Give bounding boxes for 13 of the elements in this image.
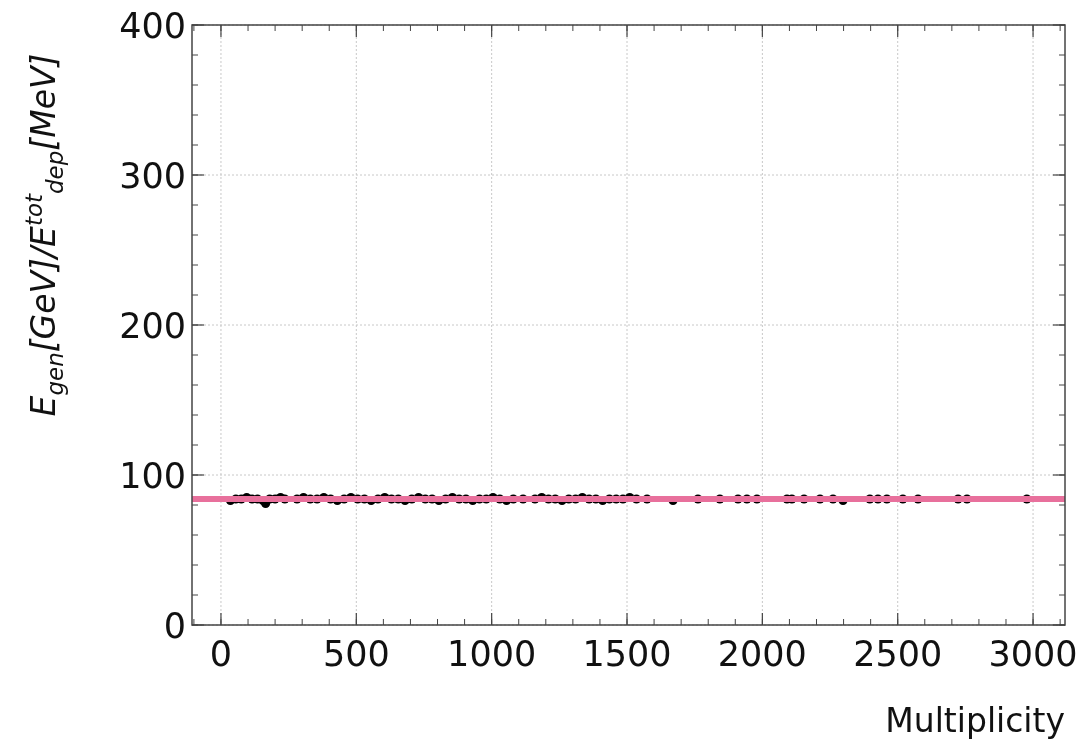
y-tick-label: 200 xyxy=(119,305,186,346)
y-tick-label: 400 xyxy=(119,5,186,46)
y-tick-label: 0 xyxy=(163,605,186,646)
x-tick-label: 1500 xyxy=(582,634,672,674)
x-tick-label: 1000 xyxy=(447,634,537,674)
x-tick-label: 500 xyxy=(322,634,390,674)
x-axis-title: Multiplicity xyxy=(885,701,1065,740)
x-tick-label: 2000 xyxy=(717,634,807,674)
y-tick-label: 300 xyxy=(119,155,186,196)
x-tick-label: 2500 xyxy=(853,634,943,674)
x-tick-label: 0 xyxy=(209,634,233,674)
x-tick-label: 3000 xyxy=(988,634,1078,674)
y-tick-label: 100 xyxy=(119,455,186,496)
